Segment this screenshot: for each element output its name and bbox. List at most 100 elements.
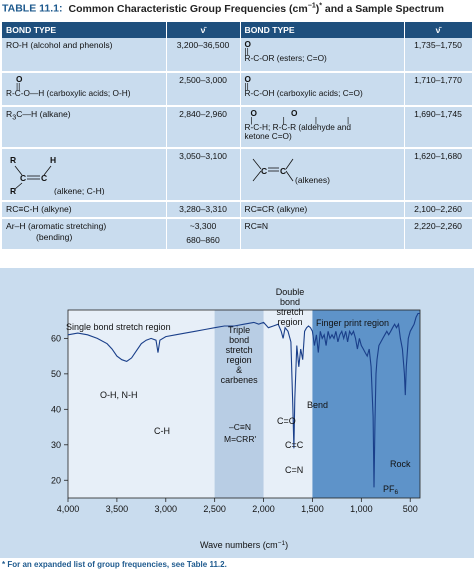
region-band (312, 310, 420, 498)
bond-cell: RO-H (alcohol and phenols) (2, 38, 167, 73)
region-label-fingerprint: Finger print region (316, 318, 389, 328)
region-label-line: stretch (226, 345, 253, 355)
group-frequency-table: BOND TYPE ν̄ BOND TYPE ν̄ RO-H (alcohol … (2, 22, 473, 251)
bond-cell: RC≡N (240, 218, 405, 251)
header-wavenumber-right: ν̄ (404, 22, 473, 38)
header-bond-type-right: BOND TYPE (240, 22, 405, 38)
y-axis: 20 30 40 50 60 (51, 333, 68, 485)
spectrum-line (67, 312, 420, 488)
frequency-cell: 3,050–3,100 (166, 148, 241, 202)
bond-cell: O || R-C-OH (carboxylic acids; C=O) (240, 72, 405, 107)
region-label-line: carbenes (221, 375, 259, 385)
annotation-ch: C-H (154, 426, 170, 436)
carboxylic-oh-formula: R-C-O—H (carboxylic acids; O-H) (6, 88, 131, 98)
aromatic-bend-label: (bending) (36, 232, 73, 242)
table-header-row: BOND TYPE ν̄ BOND TYPE ν̄ (2, 22, 473, 38)
y-tick-label: 20 (51, 475, 61, 485)
header-wavenumber-left: ν̄ (166, 22, 241, 38)
x-tick-label: 3,500 (106, 504, 129, 514)
frequency-cell: 3,280–3,310 (166, 201, 241, 219)
y-tick-label: 40 (51, 404, 61, 414)
table-caption: TABLE 11.1: Common Characteristic Group F… (2, 2, 472, 18)
table-title: Common Characteristic Group Frequencies … (68, 2, 444, 15)
alkene-ch-label: (alkene; C-H) (54, 186, 105, 195)
annotation-co: C=O (277, 416, 296, 426)
svg-text:C: C (280, 166, 286, 176)
alkene-co-structure: C C (alkenes) (252, 158, 330, 185)
annotation-oh-nh: O-H, N-H (100, 390, 138, 400)
annotation-cc: C=C (285, 440, 304, 450)
bond-cell: OO |||| R-C-H; R-C-R (aldehyde and keton… (240, 106, 405, 149)
table-row: RC≡C-H (alkyne) 3,280–3,310 RC≡CR (alkyn… (2, 201, 473, 219)
y-tick-label: 50 (51, 369, 61, 379)
ir-spectrum-chart: 20 30 40 50 60 4,000 3,500 3,000 2,500 2,000 1,50… (51, 287, 421, 550)
frequency-cell: 3,200–36,500 (166, 38, 241, 73)
svg-text:C: C (261, 166, 267, 176)
double-bond-glyph: || (244, 46, 249, 56)
region-label-line: bond (280, 297, 300, 307)
x-tick-label: 2,000 (252, 504, 275, 514)
frequency-cell: 1,690–1,745 (404, 106, 473, 149)
frequency-cell: 1,620–1,680 (404, 148, 473, 202)
alkenes-label: (alkenes) (295, 175, 330, 185)
svg-text:H: H (50, 155, 56, 165)
table-row: RO-H (alcohol and phenols) 3,200–36,500 … (2, 38, 473, 73)
x-tick-label: 2,500 (203, 504, 226, 514)
svg-text:R: R (10, 186, 16, 195)
carboxylic-co-formula: R-C-OH (carboxylic acids; C=O) (244, 88, 363, 98)
bond-cell: O || R-C-O—H (carboxylic acids; O-H) (2, 72, 167, 107)
oxygen-atom: O (244, 39, 251, 49)
x-tick-label: 3,000 (155, 504, 178, 514)
table-row: O || R-C-O—H (carboxylic acids; O-H) 2,5… (2, 72, 473, 107)
region-label-line: region (277, 317, 302, 327)
plot-frame (67, 309, 421, 499)
region-label-line: Triple (228, 325, 250, 335)
bond-cell: R3C—H (alkane) (2, 106, 167, 149)
x-axis: 4,000 3,500 3,000 2,500 2,000 1,500 1,000 500 (57, 498, 418, 514)
table-row: R3C—H (alkane) 2,840–2,960 OO |||| R-C-H… (2, 106, 473, 149)
bond-cell: R H C C R (alkene; C-H) (2, 148, 167, 202)
frequency-cell: ~3,300 680–860 (166, 218, 241, 251)
aromatic-stretch-label: Ar–H (aromatic stretching) (6, 221, 107, 231)
ketone-label: ketone C=O) (244, 131, 292, 141)
annotation-triple-mcrr: M=CRR' (224, 434, 256, 444)
bond-cell: C C (alkenes) (240, 148, 405, 202)
ester-formula: R-C-OR (esters; C=O) (244, 53, 327, 63)
bond-cell: Ar–H (aromatic stretching) (bending) (2, 218, 167, 251)
aldehyde-formula: R-C-H; R-C-R (aldehyde and (244, 122, 352, 132)
bond-cell: RC≡C-H (alkyne) (2, 201, 167, 219)
x-axis-label: Wave numbers (cm−1) (200, 540, 288, 550)
region-label-line: stretch (276, 307, 303, 317)
svg-text:C: C (41, 173, 47, 183)
region-band (214, 310, 264, 498)
frequency-cell: 2,500–3,000 (166, 72, 241, 107)
x-tick-label: 500 (403, 504, 418, 514)
svg-text:R: R (10, 155, 16, 165)
region-label-line: region (227, 355, 252, 365)
region-label-line: Double (276, 287, 305, 297)
bond-cell: O || R-C-OR (esters; C=O) (240, 38, 405, 73)
chart-regions (68, 310, 420, 498)
frequency-cell: 2,220–2,260 (404, 218, 473, 251)
frequency-cell: 2,100–2,260 (404, 201, 473, 219)
annotation-bend: Bend (307, 400, 328, 410)
region-label-single-bond: Single bond stretch region (66, 322, 171, 332)
frequency-cell: 1,735–1,750 (404, 38, 473, 73)
region-label-line: bond (229, 335, 249, 345)
table-row: R H C C R (alkene; C-H) 3,050–3,100 C (2, 148, 473, 202)
region-label-line: & (236, 365, 242, 375)
alkene-ch-structure: R H C C R (alkene; C-H) (10, 155, 105, 196)
annotation-pf6: PF6 (383, 484, 399, 496)
annotation-rock: Rock (390, 459, 411, 469)
header-bond-type-left: BOND TYPE (2, 22, 167, 38)
frequency-cell: 1,710–1,770 (404, 72, 473, 107)
x-tick-label: 4,000 (57, 504, 80, 514)
table-row: Ar–H (aromatic stretching) (bending) ~3,… (2, 218, 473, 251)
annotation-cn: C=N (285, 465, 303, 475)
table-label: TABLE 11.1: (2, 2, 63, 15)
x-tick-label: 1,000 (350, 504, 373, 514)
region-band (68, 310, 215, 498)
annotation-triple-cn: –C≡N (229, 422, 251, 432)
svg-text:C: C (20, 173, 26, 183)
